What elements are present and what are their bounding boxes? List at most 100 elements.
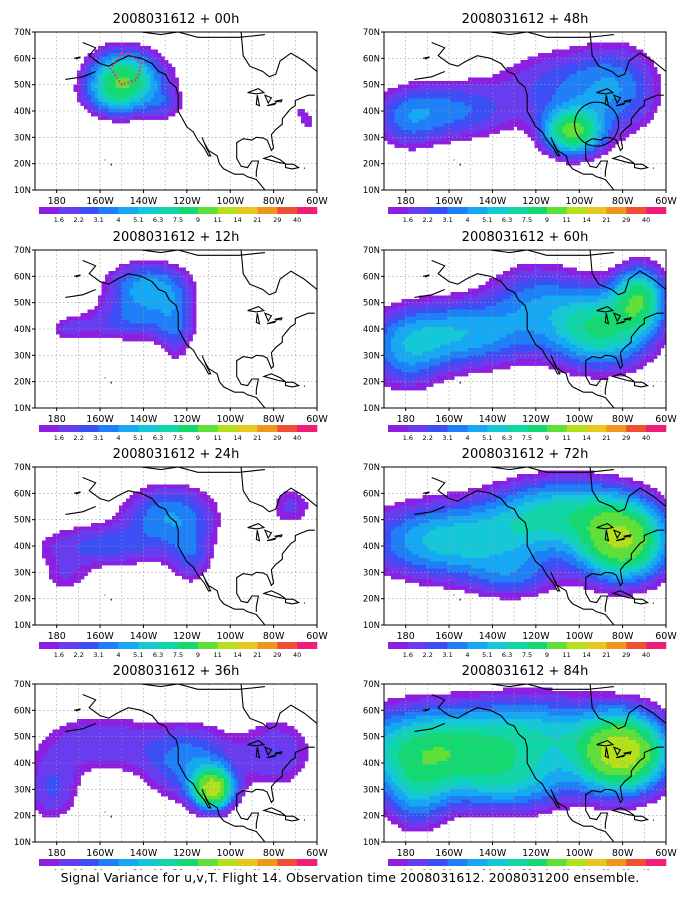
colorbar-label: 11 (214, 651, 222, 659)
colorbar-swatch (646, 642, 667, 649)
colorbar-swatch (217, 859, 238, 866)
colorbar-swatch (257, 425, 278, 432)
colorbar-swatch (586, 207, 607, 214)
colorbar-label: 29 (622, 651, 630, 659)
colorbar: 1.6 2.2 3.1 4 5.1 6.3 7.5 9 11 14 21 29 40 (388, 207, 667, 224)
colorbar-swatch (646, 425, 667, 432)
colorbar-swatch (178, 207, 199, 214)
lat-tick-label: 40N (14, 107, 31, 117)
lon-tick-label: 160W (86, 414, 114, 425)
colorbar-label: 5.1 (133, 434, 143, 442)
lat-tick-label: 50N (363, 81, 380, 91)
colorbar-label: 14 (233, 216, 241, 224)
lat-tick-label: 20N (14, 595, 31, 605)
lon-tick-label: 80W (612, 631, 634, 642)
flight-track (109, 52, 143, 87)
lon-tick-label: 100W (565, 848, 593, 859)
lon-tick-label: 120W (173, 848, 201, 859)
colorbar-swatch (78, 642, 99, 649)
lat-tick-label: 70N (14, 28, 31, 38)
gridlines (35, 467, 317, 625)
lat-tick-label: 70N (363, 463, 380, 473)
colorbar-swatch (158, 642, 179, 649)
colorbar-label: 7.5 (173, 216, 183, 224)
colorbar-label: 29 (273, 651, 281, 659)
lon-tick-label: 120W (522, 848, 550, 859)
colorbar-swatch (257, 859, 278, 866)
map-panel-60h: 2008031612 + 60h 70N 60N 50N 40N 30N 20N 10N 180… (363, 230, 678, 442)
colorbar-label: 40 (642, 434, 650, 442)
panel-title: 2008031612 + 72h (462, 447, 589, 462)
colorbar-label: 2.2 (74, 216, 84, 224)
colorbar-swatch (237, 207, 258, 214)
colorbar-label: 7.5 (522, 216, 532, 224)
colorbar-swatch (237, 642, 258, 649)
colorbar-label: 11 (563, 216, 571, 224)
lat-tick-label: 20N (14, 812, 31, 822)
colorbar-swatch (197, 859, 219, 866)
colorbar-label: 3.1 (93, 651, 103, 659)
colorbar-swatch (78, 859, 99, 866)
colorbar-swatch (118, 642, 139, 649)
colorbar-label: 3.1 (442, 216, 452, 224)
lon-tick-label: 180 (48, 631, 66, 642)
colorbar-swatch (388, 859, 409, 866)
colorbar-swatch (646, 207, 667, 214)
lon-tick-label: 180 (397, 414, 415, 425)
colorbar-swatch (197, 425, 219, 432)
colorbar-label: 1.6 (403, 434, 413, 442)
lon-tick-label: 100W (216, 414, 244, 425)
lat-tick-label: 60N (363, 54, 380, 64)
contour-ring (574, 101, 620, 147)
colorbar-swatch (237, 425, 258, 432)
lat-tick-label: 50N (14, 516, 31, 526)
lat-tick-label: 10N (14, 621, 31, 631)
colorbar-label: 6.3 (502, 434, 512, 442)
colorbar-swatch (606, 207, 627, 214)
colorbar-swatch (407, 425, 429, 432)
panel-title: 2008031612 + 12h (113, 230, 240, 245)
colorbar-label: 9 (196, 651, 200, 659)
colorbar-swatch (277, 425, 298, 432)
colorbar-swatch (138, 207, 159, 214)
panel-title: 2008031612 + 48h (462, 12, 589, 27)
colorbar-swatch (546, 642, 568, 649)
colorbar-swatch (39, 425, 60, 432)
colorbar-label: 4 (116, 216, 120, 224)
colorbar-label: 6.3 (153, 434, 163, 442)
gridlines (35, 250, 317, 408)
colorbar-swatch (447, 859, 468, 866)
colorbar-swatch (257, 642, 278, 649)
lat-tick-label: 10N (363, 186, 380, 196)
colorbar-label: 29 (622, 434, 630, 442)
colorbar-swatch (388, 425, 409, 432)
lat-tick-label: 40N (363, 759, 380, 769)
colorbar-label: 7.5 (522, 434, 532, 442)
gridlines (384, 684, 666, 842)
lon-tick-label: 180 (397, 848, 415, 859)
colorbar-swatch (39, 207, 60, 214)
map-panel-0h: 2008031612 + 00h 70N 60N 50N 40N 30N 20N 10N 180… (14, 12, 329, 224)
lon-tick-label: 60W (306, 848, 328, 859)
colorbar-swatch (507, 859, 528, 866)
colorbar-swatch (646, 859, 667, 866)
lon-tick-label: 160W (435, 848, 463, 859)
colorbar-label: 4 (116, 434, 120, 442)
colorbar: 1.6 2.2 3.1 4 5.1 6.3 7.5 9 11 14 21 29 40 (388, 642, 667, 659)
lat-tick-label: 70N (363, 680, 380, 690)
colorbar-swatch (527, 207, 548, 214)
colorbar-label: 21 (253, 651, 261, 659)
colorbar-swatch (217, 207, 238, 214)
colorbar: 1.6 2.2 3.1 4 5.1 6.3 7.5 9 11 14 21 29 40 (388, 425, 667, 442)
variance-field (56, 260, 197, 359)
colorbar-swatch (78, 425, 99, 432)
lat-tick-label: 60N (363, 272, 380, 282)
map-panel-48h: 2008031612 + 48h 70N 60N 50N 40N 30N 20N 10N 180… (363, 12, 678, 224)
colorbar-swatch (58, 425, 80, 432)
variance-field (384, 470, 666, 601)
colorbar-label: 2.2 (423, 434, 433, 442)
colorbar-label: 11 (563, 434, 571, 442)
lon-tick-label: 160W (435, 631, 463, 642)
colorbar-swatch (507, 207, 528, 214)
